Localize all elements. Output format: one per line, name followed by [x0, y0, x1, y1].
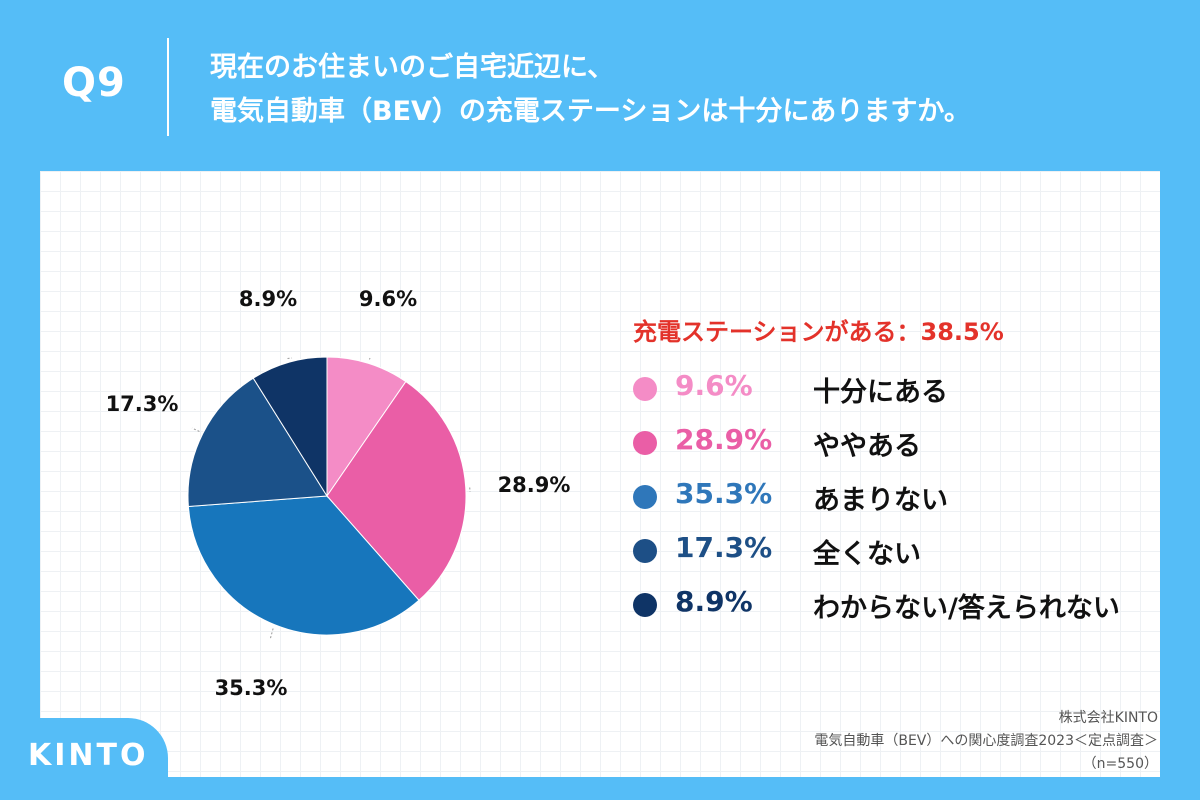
legend-rows: 9.6% 十分にある 28.9% ややある 35.3% あまりない 17.3% 全くない 8.9…	[633, 365, 1120, 635]
pie-slice	[187, 495, 420, 636]
legend-item: 28.9% ややある	[633, 419, 1004, 473]
source-survey: 電気自動車（BEV）への関心度調査2023＜定点調査＞	[814, 733, 1158, 749]
slice-label: 28.9%	[498, 473, 571, 497]
legend-percent: 28.9%	[675, 423, 773, 456]
legend-label: わからない/答えられない	[813, 593, 1120, 624]
legend-dot	[633, 377, 657, 401]
legend-label: 十分にある	[813, 377, 948, 408]
legend-label: 全くない	[813, 539, 921, 570]
leader-line	[287, 357, 293, 360]
legend-dot	[633, 485, 657, 509]
kinto-logo: KINTO	[28, 738, 149, 773]
legend-item: 8.9% わからない/答えられない	[633, 581, 1120, 635]
pie-slice	[252, 356, 328, 498]
question-line-2: 電気自動車（BEV）の充電ステーションは十分にありますか。	[210, 96, 971, 127]
source-company: 株式会社KINTO	[1058, 710, 1158, 726]
legend-label: ややある	[813, 431, 921, 462]
legend-summary: 充電ステーションがある：38.5%	[633, 318, 1004, 346]
slice-label: 17.3%	[106, 392, 179, 416]
source-sample-size: （n=550）	[1082, 756, 1158, 772]
legend-percent: 8.9%	[675, 585, 753, 618]
pie-slice	[326, 356, 407, 498]
legend-item: 17.3% 全くない	[633, 527, 1004, 581]
legend: 充電ステーションがある：38.5% 9.6% 十分にある 28.9% ややある 35.3…	[633, 312, 1120, 635]
legend-dot	[633, 539, 657, 563]
slice-label: 9.6%	[359, 287, 417, 311]
legend-percent: 9.6%	[675, 369, 753, 402]
question-number: Q9	[62, 60, 126, 106]
question-text: 現在のお住まいのご自宅近辺に、 電気自動車（BEV）の充電ステーションは十分にあ…	[210, 46, 971, 134]
slice-label: 35.3%	[215, 676, 288, 700]
legend-label: あまりない	[813, 485, 948, 516]
legend-item: 35.3% あまりない	[633, 473, 1004, 527]
leader-line	[191, 427, 200, 432]
slice-label: 8.9%	[239, 287, 297, 311]
legend-item: 9.6% 十分にある	[633, 365, 1004, 419]
leader-line	[269, 628, 274, 641]
pie-slice	[326, 380, 467, 601]
logo-tab	[0, 718, 168, 800]
legend-dot	[633, 593, 657, 617]
question-line-1: 現在のお住まいのご自宅近辺に、	[210, 52, 615, 83]
source-note: 株式会社KINTO 電気自動車（BEV）への関心度調査2023＜定点調査＞ （n…	[814, 707, 1158, 776]
leader-line	[369, 357, 371, 360]
pie-slice	[187, 377, 328, 508]
legend-percent: 17.3%	[675, 531, 773, 564]
legend-percent: 35.3%	[675, 477, 773, 510]
legend-dot	[633, 431, 657, 455]
header: Q9 現在のお住まいのご自宅近辺に、 電気自動車（BEV）の充電ステーションは十…	[0, 0, 1200, 170]
header-divider	[167, 38, 169, 136]
